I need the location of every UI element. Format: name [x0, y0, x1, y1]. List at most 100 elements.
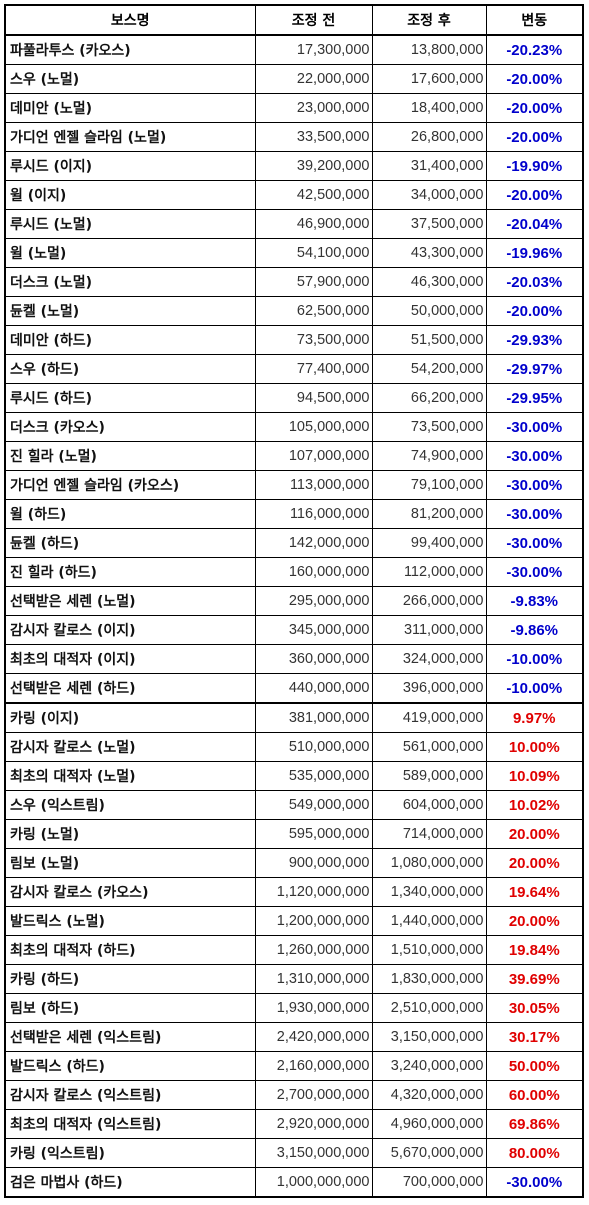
- change-cell: -19.90%: [485, 151, 584, 181]
- price-after-cell: 34,000,000: [371, 180, 487, 210]
- change-cell: 60.00%: [485, 1080, 584, 1110]
- table-row: 듄켈 (하드) 142,000,000 99,400,000 -30.00%: [4, 528, 584, 558]
- boss-name-cell: 카링 (노멀): [4, 819, 256, 849]
- price-after-cell: 4,320,000,000: [371, 1080, 487, 1110]
- table-row: 진 힐라 (하드) 160,000,000 112,000,000 -30.00%: [4, 557, 584, 587]
- price-before-cell: 535,000,000: [254, 761, 373, 791]
- price-before-cell: 1,260,000,000: [254, 935, 373, 965]
- price-after-cell: 73,500,000: [371, 412, 487, 442]
- price-after-cell: 99,400,000: [371, 528, 487, 558]
- table-row: 최초의 대적자 (노멀) 535,000,000 589,000,000 10.09%: [4, 761, 584, 791]
- change-cell: -20.00%: [485, 180, 584, 210]
- price-after-cell: 50,000,000: [371, 296, 487, 326]
- header-after: 조정 후: [371, 4, 487, 36]
- change-cell: 20.00%: [485, 906, 584, 936]
- table-row: 림보 (하드) 1,930,000,000 2,510,000,000 30.05%: [4, 993, 584, 1023]
- price-before-cell: 94,500,000: [254, 383, 373, 413]
- boss-name-cell: 감시자 칼로스 (카오스): [4, 877, 256, 907]
- price-after-cell: 51,500,000: [371, 325, 487, 355]
- change-cell: -30.00%: [485, 528, 584, 558]
- price-after-cell: 561,000,000: [371, 732, 487, 762]
- price-before-cell: 57,900,000: [254, 267, 373, 297]
- price-before-cell: 900,000,000: [254, 848, 373, 878]
- header-boss-name: 보스명: [4, 4, 256, 36]
- price-before-cell: 116,000,000: [254, 499, 373, 529]
- change-cell: 19.84%: [485, 935, 584, 965]
- table-row: 가디언 엔젤 슬라임 (카오스) 113,000,000 79,100,000 -30…: [4, 470, 584, 500]
- price-after-cell: 1,440,000,000: [371, 906, 487, 936]
- boss-name-cell: 림보 (노멀): [4, 848, 256, 878]
- boss-name-cell: 선택받은 세렌 (익스트림): [4, 1022, 256, 1052]
- change-cell: 50.00%: [485, 1051, 584, 1081]
- price-before-cell: 22,000,000: [254, 64, 373, 94]
- change-cell: 10.09%: [485, 761, 584, 791]
- boss-name-cell: 최초의 대적자 (노멀): [4, 761, 256, 791]
- boss-name-cell: 선택받은 세렌 (하드): [4, 673, 256, 704]
- change-cell: 10.00%: [485, 732, 584, 762]
- boss-name-cell: 진 힐라 (노멀): [4, 441, 256, 471]
- price-before-cell: 549,000,000: [254, 790, 373, 820]
- table-row: 최초의 대적자 (익스트림) 2,920,000,000 4,960,000,000…: [4, 1109, 584, 1139]
- price-after-cell: 26,800,000: [371, 122, 487, 152]
- boss-name-cell: 최초의 대적자 (하드): [4, 935, 256, 965]
- boss-name-cell: 루시드 (노멀): [4, 209, 256, 239]
- price-after-cell: 714,000,000: [371, 819, 487, 849]
- price-before-cell: 1,120,000,000: [254, 877, 373, 907]
- boss-name-cell: 더스크 (카오스): [4, 412, 256, 442]
- boss-name-cell: 가디언 엔젤 슬라임 (노멀): [4, 122, 256, 152]
- table-header: 보스명 조정 전 조정 후 변동: [4, 4, 584, 36]
- price-before-cell: 73,500,000: [254, 325, 373, 355]
- change-cell: -20.00%: [485, 296, 584, 326]
- table-row: 스우 (하드) 77,400,000 54,200,000 -29.97%: [4, 354, 584, 384]
- price-after-cell: 700,000,000: [371, 1167, 487, 1198]
- boss-name-cell: 윌 (노멀): [4, 238, 256, 268]
- change-cell: 19.64%: [485, 877, 584, 907]
- price-after-cell: 74,900,000: [371, 441, 487, 471]
- price-before-cell: 46,900,000: [254, 209, 373, 239]
- boss-name-cell: 더스크 (노멀): [4, 267, 256, 297]
- change-cell: -10.00%: [485, 644, 584, 674]
- change-cell: -20.00%: [485, 122, 584, 152]
- table-row: 루시드 (노멀) 46,900,000 37,500,000 -20.04%: [4, 209, 584, 239]
- price-before-cell: 510,000,000: [254, 732, 373, 762]
- price-after-cell: 13,800,000: [371, 34, 487, 65]
- boss-name-cell: 선택받은 세렌 (노멀): [4, 586, 256, 616]
- header-row: 보스명 조정 전 조정 후 변동: [4, 4, 584, 36]
- boss-name-cell: 카링 (익스트림): [4, 1138, 256, 1168]
- change-cell: -20.00%: [485, 64, 584, 94]
- price-after-cell: 112,000,000: [371, 557, 487, 587]
- price-before-cell: 42,500,000: [254, 180, 373, 210]
- table-row: 가디언 엔젤 슬라임 (노멀) 33,500,000 26,800,000 -20.0…: [4, 122, 584, 152]
- table-row: 검은 마법사 (하드) 1,000,000,000 700,000,000 -30.0…: [4, 1167, 584, 1198]
- table-row: 카링 (노멀) 595,000,000 714,000,000 20.00%: [4, 819, 584, 849]
- table-row: 윌 (이지) 42,500,000 34,000,000 -20.00%: [4, 180, 584, 210]
- table-body: 파풀라투스 (카오스) 17,300,000 13,800,000 -20.23% 스우…: [4, 34, 584, 1198]
- price-before-cell: 1,000,000,000: [254, 1167, 373, 1198]
- boss-name-cell: 스우 (노멀): [4, 64, 256, 94]
- price-after-cell: 79,100,000: [371, 470, 487, 500]
- price-before-cell: 381,000,000: [254, 702, 373, 733]
- table-row: 데미안 (하드) 73,500,000 51,500,000 -29.93%: [4, 325, 584, 355]
- boss-name-cell: 윌 (하드): [4, 499, 256, 529]
- price-after-cell: 1,340,000,000: [371, 877, 487, 907]
- boss-name-cell: 검은 마법사 (하드): [4, 1167, 256, 1198]
- price-before-cell: 440,000,000: [254, 673, 373, 704]
- price-after-cell: 3,150,000,000: [371, 1022, 487, 1052]
- price-before-cell: 105,000,000: [254, 412, 373, 442]
- change-cell: -29.93%: [485, 325, 584, 355]
- price-before-cell: 595,000,000: [254, 819, 373, 849]
- change-cell: -10.00%: [485, 673, 584, 704]
- boss-name-cell: 루시드 (이지): [4, 151, 256, 181]
- price-before-cell: 2,160,000,000: [254, 1051, 373, 1081]
- change-cell: 39.69%: [485, 964, 584, 994]
- change-cell: -20.04%: [485, 209, 584, 239]
- price-after-cell: 43,300,000: [371, 238, 487, 268]
- change-cell: 20.00%: [485, 819, 584, 849]
- price-before-cell: 2,700,000,000: [254, 1080, 373, 1110]
- change-cell: -30.00%: [485, 412, 584, 442]
- table-row: 감시자 칼로스 (카오스) 1,120,000,000 1,340,000,000 1…: [4, 877, 584, 907]
- price-after-cell: 81,200,000: [371, 499, 487, 529]
- boss-name-cell: 스우 (익스트림): [4, 790, 256, 820]
- price-after-cell: 66,200,000: [371, 383, 487, 413]
- boss-name-cell: 림보 (하드): [4, 993, 256, 1023]
